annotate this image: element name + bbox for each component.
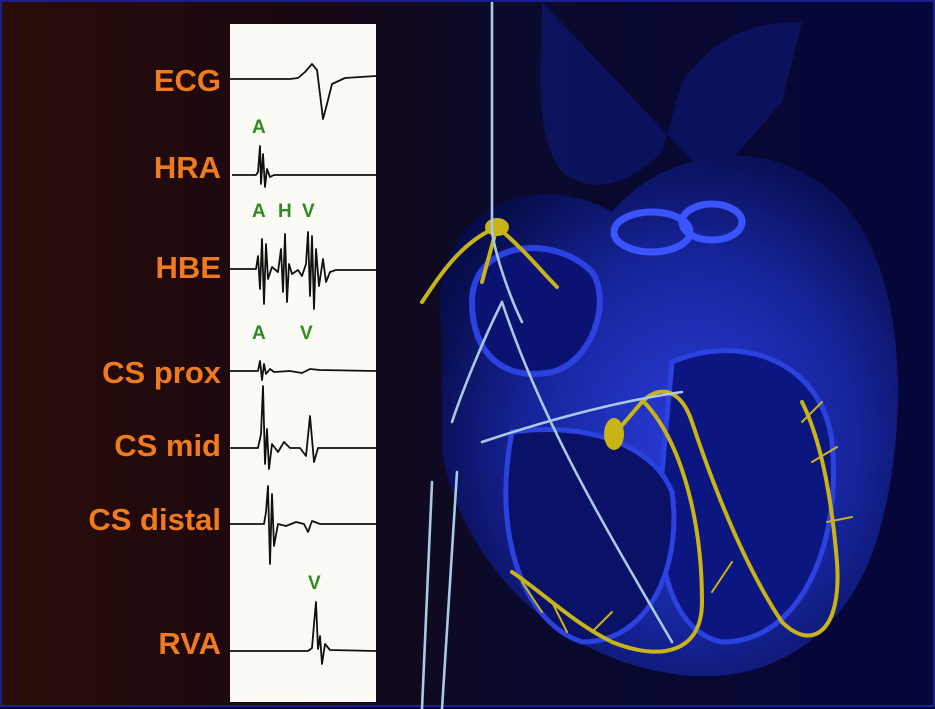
electrogram-panel: A A H V A V V <box>230 24 376 702</box>
pulmonary-valve-ring <box>678 200 746 244</box>
lead-label-cs-distal: CS distal <box>88 502 221 537</box>
lead-label-cs-mid: CS mid <box>114 428 221 463</box>
marker-cs-a: A <box>252 323 266 344</box>
marker-rva-v: V <box>308 573 321 594</box>
trace-cs-prox <box>230 360 376 381</box>
sa-node <box>485 218 509 236</box>
marker-hbe-a: A <box>252 201 266 222</box>
lead-label-cs-prox: CS prox <box>102 355 221 390</box>
marker-hbe-v: V <box>302 201 315 222</box>
catheter-lower <box>420 470 459 709</box>
marker-cs-v: V <box>300 323 313 344</box>
catheter-hra <box>490 2 524 324</box>
left-bundle-branch <box>690 400 840 638</box>
trace-cs-mid <box>230 385 376 470</box>
trace-hbe <box>230 231 376 310</box>
marker-hbe-h: H <box>278 201 292 222</box>
av-node <box>604 418 624 450</box>
lead-label-rva: RVA <box>158 626 221 661</box>
lead-label-hra: HRA <box>153 150 221 185</box>
catheter-cs <box>480 390 684 444</box>
marker-hra-a: A <box>252 117 266 138</box>
right-ventricle <box>503 427 677 645</box>
trace-hra <box>232 145 376 188</box>
electrogram-traces <box>230 63 376 665</box>
heart-illustration <box>420 2 898 709</box>
superior-vessel <box>540 2 802 185</box>
right-bundle-branch <box>510 400 705 654</box>
trace-rva <box>230 601 376 665</box>
trace-cs-distal <box>230 485 376 565</box>
catheter-hbe <box>450 300 504 424</box>
lead-label-hbe: HBE <box>155 250 221 285</box>
lead-label-ecg: ECG <box>153 63 221 98</box>
purkinje-fibers <box>521 401 853 633</box>
catheter-rva <box>500 300 674 644</box>
left-ventricle <box>657 348 836 645</box>
trace-ecg <box>230 63 376 120</box>
